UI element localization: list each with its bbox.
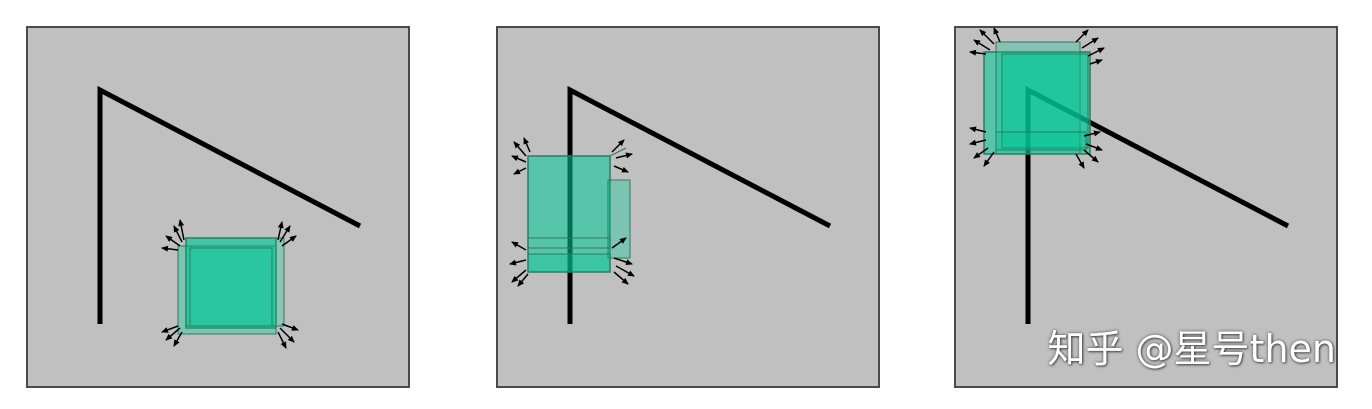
panel-2-svg: [509, 85, 832, 324]
corner-arrows: [969, 28, 1105, 169]
panel-1-svg: [97, 85, 362, 349]
diagram-panel-3: [954, 26, 1338, 388]
collision-box: [177, 237, 285, 335]
diagram-panel-1: [26, 26, 410, 388]
corner-arrows: [509, 137, 635, 287]
wall-line: [97, 85, 362, 324]
collision-box: [983, 41, 1091, 155]
diagram-panel-2: [496, 26, 880, 388]
watermark-text: 知乎 @星号then: [1047, 327, 1336, 371]
corner-arrows: [161, 219, 299, 349]
collision-box: [527, 147, 631, 273]
panel-3-svg: [969, 28, 1290, 324]
